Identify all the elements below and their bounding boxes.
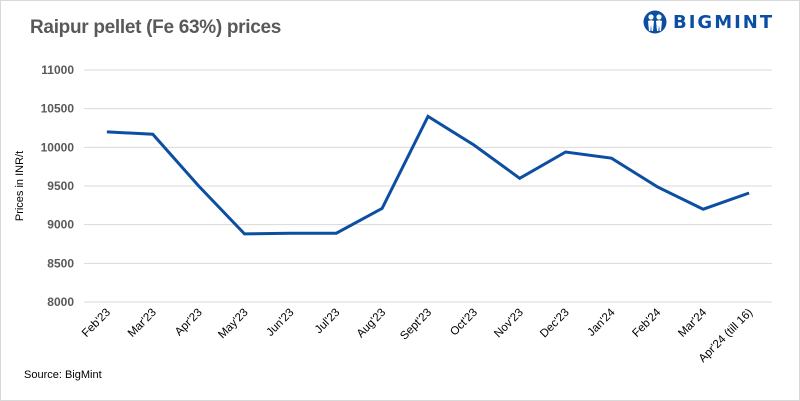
y-tick-label: 11000 <box>41 63 74 77</box>
x-tick-label: Sept'23 <box>398 307 434 343</box>
source-note: Source: BigMint <box>24 369 102 381</box>
x-axis-ticks: Feb'23 Mar'23 Apr'23 May'23 Jun'23 Jul'23 Aug'… <box>80 306 755 365</box>
x-tick-label: Jan'24 <box>585 306 618 339</box>
y-tick-label: 9000 <box>47 218 74 232</box>
y-tick-label: 10500 <box>41 102 75 116</box>
x-tick-label: Aug'23 <box>355 307 389 341</box>
x-tick-label: Jul'23 <box>313 307 342 336</box>
y-axis-ticks: 8000 8500 9000 9500 10000 10500 11000 <box>41 63 75 309</box>
bigmint-logo: BIGMINT <box>643 10 774 34</box>
x-tick-label: May'23 <box>216 307 250 341</box>
chart-title: Raipur pellet (Fe 63%) prices <box>30 17 282 38</box>
y-tick-label: 10000 <box>41 140 75 154</box>
x-tick-label: Apr'23 <box>173 307 205 339</box>
logo-text: BIGMINT <box>673 11 775 33</box>
people-circle-icon <box>643 10 667 34</box>
x-tick-label: Nov'23 <box>492 307 526 341</box>
x-tick-label: Oct'23 <box>448 307 480 339</box>
x-tick-label: Mar'23 <box>126 307 159 340</box>
x-tick-label: Mar'24 <box>676 306 710 340</box>
x-tick-label: Jun'23 <box>264 307 296 339</box>
x-tick-label: Feb'23 <box>80 307 113 340</box>
x-tick-label: Feb'24 <box>630 306 664 340</box>
y-tick-label: 8500 <box>47 256 74 270</box>
x-tick-label: Dec'23 <box>538 307 572 341</box>
price-line <box>106 114 750 236</box>
y-tick-label: 9500 <box>47 179 74 193</box>
gridlines <box>84 69 772 303</box>
y-tick-label: 8000 <box>47 295 74 309</box>
y-axis-label: Prices in INR/t <box>14 151 26 221</box>
